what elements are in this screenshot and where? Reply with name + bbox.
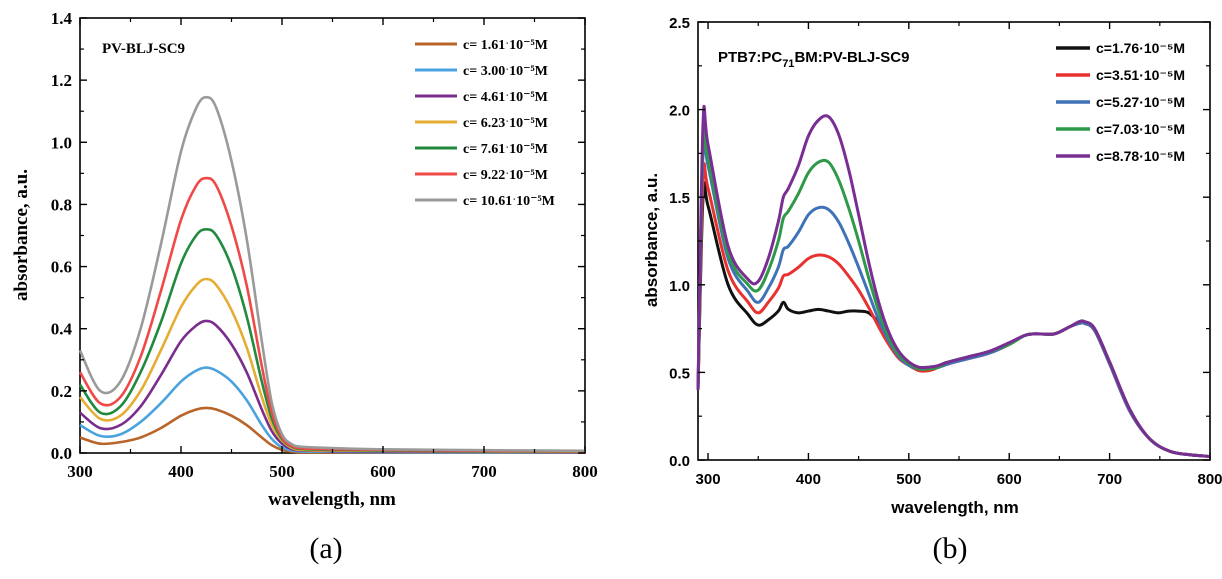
y-tick-label-a: 1.4 [51,9,73,28]
legend-label-b-5: c=8.78·10⁻⁵M [1096,148,1185,164]
y-tick-label-b: 2.5 [669,15,690,32]
annotation-a: PV-BLJ-SC9 [102,41,185,57]
series-line-b-2 [696,162,1211,458]
series-line-a-3 [79,319,586,454]
legend-label-a-5: c= 7.61ˑ10⁻⁵M [463,142,548,157]
legend-label-b-1: c=1.76·10⁻⁵M [1096,40,1185,56]
legend-label-b-3: c=5.27·10⁻⁵M [1096,94,1185,110]
x-tick-label-a: 600 [370,462,396,481]
x-tick-label-b: 300 [696,471,721,488]
y-axis-label-a: absorbance, a.u. [11,169,32,301]
x-tick-label-a: 300 [67,462,93,481]
y-tick-label-b: 0.5 [669,365,690,382]
x-tick-label-b: 700 [1097,471,1122,488]
y-tick-label-b: 1.5 [669,190,690,207]
annotation-b-sub: 71 [782,58,794,70]
y-tick-label-b: 1.0 [669,278,690,295]
y-tick-label-a: 0.6 [51,258,72,277]
curves-a [78,95,586,455]
panel-label-b: (b) [933,532,968,565]
legend-label-a-4: c= 6.23ˑ10⁻⁵M [463,116,548,131]
y-tick-label-a: 1.2 [51,71,72,90]
y-tick-label-a: 0.0 [51,444,72,463]
legend-label-a-6: c= 9.22ˑ10⁻⁵M [463,168,548,183]
series-line-a-2 [79,366,586,454]
y-tick-label-a: 0.4 [51,320,73,339]
legend-a: c= 1.61ˑ10⁻⁵M c= 3.00ˑ10⁻⁵M c= 4.61ˑ10⁻⁵M c… [415,38,555,209]
x-axis-label-a: wavelength, nm [268,489,396,510]
x-tick-label-b: 500 [896,471,921,488]
y-tick-label-b: 0.0 [669,453,690,470]
plot-frame-a [79,17,586,454]
ticks-a: 300 400 500 600 700 800 0.0 0.2 0.4 0.6 0.8 1.0 1.2 1… [51,9,598,481]
series-line-a-1 [79,406,586,455]
legend-label-b-4: c=7.03·10⁻⁵M [1096,121,1185,137]
x-tick-label-b: 400 [796,471,821,488]
legend-label-a-1: c= 1.61ˑ10⁻⁵M [463,38,548,53]
y-tick-label-a: 1.0 [51,133,72,152]
x-tick-label-a: 800 [572,462,598,481]
legend-label-a-7: c= 10.61ˑ10⁻⁵M [463,194,555,209]
y-axis-label-b: absorbance, a.u. [642,173,661,307]
y-tick-label-b: 2.0 [669,103,690,120]
annotation-b-main: PTB7:PC [718,49,782,66]
legend-label-a-2: c= 3.00ˑ10⁻⁵M [463,64,548,79]
panel-a: 300 400 500 600 700 800 0.0 0.2 0.4 0.6 0.8 1.0 1.2 1… [11,9,598,565]
series-line-b-5 [696,104,1211,458]
legend-label-b-2: c=3.51·10⁻⁵M [1096,67,1185,83]
annotation-b: PTB7:PC71BM:PV-BLJ-SC9 [718,49,909,70]
x-tick-label-a: 700 [471,462,497,481]
annotation-b-tail: BM:PV-BLJ-SC9 [794,49,909,66]
panel-label-a: (a) [309,532,342,565]
x-tick-label-b: 800 [1197,471,1222,488]
ticks-b: 300 400 500 600 700 800 0.0 0.5 1.0 1.5 2.0 2.5 [669,15,1222,488]
series-line-a-6 [78,176,586,453]
legend-b: c=1.76·10⁻⁵M c=3.51·10⁻⁵M c=5.27·10⁻⁵M c=7.… [1056,40,1185,164]
x-tick-label-a: 500 [269,462,295,481]
legend-label-a-3: c= 4.61ˑ10⁻⁵M [463,90,548,105]
panel-b: 300 400 500 600 700 800 0.0 0.5 1.0 1.5 2.0 2.5 PTB… [642,15,1222,565]
y-tick-label-a: 0.2 [51,382,72,401]
series-line-a-7 [78,95,586,453]
x-tick-label-a: 400 [168,462,194,481]
x-tick-label-b: 600 [997,471,1022,488]
y-tick-label-a: 0.8 [51,195,72,214]
curves-b [696,104,1211,458]
x-axis-label-b: wavelength, nm [890,498,1019,517]
